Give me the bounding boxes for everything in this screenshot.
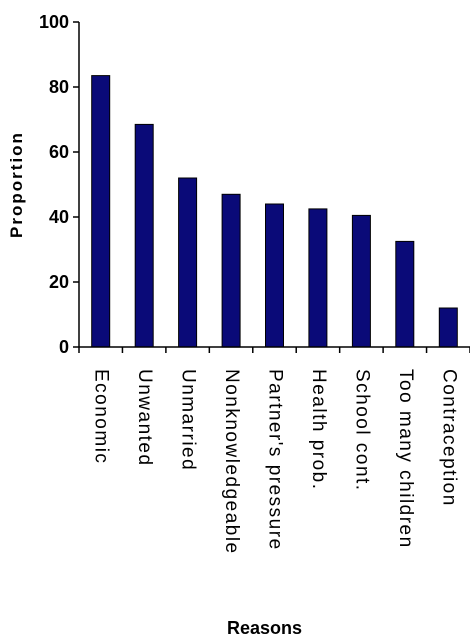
category-label-7: Too many children: [395, 369, 416, 549]
bar-7: [395, 240, 415, 348]
bar-6: [351, 214, 371, 348]
category-label-4: Partner's pressure: [264, 369, 285, 551]
bar-0: [91, 75, 111, 348]
y-tick-label-3: 60: [49, 142, 69, 162]
bar-2: [178, 177, 198, 348]
category-label-3: Nonknowledgeable: [221, 369, 242, 555]
bar-8: [438, 307, 458, 348]
y-tick-label-5: 100: [39, 12, 69, 32]
category-label-1: Unwanted: [134, 369, 155, 467]
category-label-8: Contraception: [438, 369, 459, 507]
y-tick-label-0: 0: [59, 337, 69, 357]
y-tick-label-4: 80: [49, 77, 69, 97]
bar-1: [134, 123, 154, 348]
x-axis-label: Reasons: [227, 618, 302, 638]
category-label-5: Health prob.: [308, 369, 329, 491]
bars-group: [91, 75, 458, 348]
y-axis-label: Proportion: [7, 131, 26, 238]
category-label-0: Economic: [91, 369, 112, 464]
labels-group: 0 20 40 60 80 100 Economic Unwanted Unmarried Non…: [39, 12, 459, 555]
bar-4: [265, 203, 284, 348]
axes-group: [73, 21, 470, 353]
bar-5: [308, 208, 328, 348]
bar-3: [221, 193, 241, 348]
y-tick-label-1: 20: [49, 272, 69, 292]
y-tick-label-2: 40: [49, 207, 69, 227]
category-label-6: School cont.: [351, 369, 372, 492]
category-label-2: Unmarried: [178, 369, 199, 471]
